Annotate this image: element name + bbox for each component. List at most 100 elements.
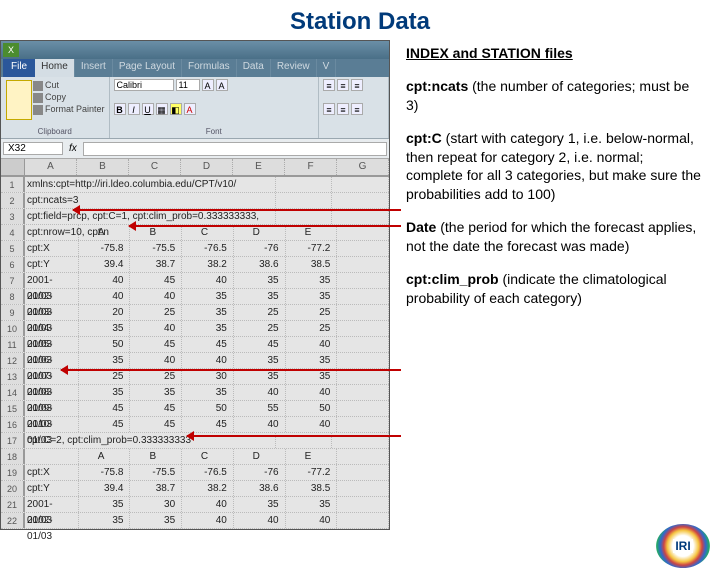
font-size-select[interactable]: 11 [176,79,200,91]
cell[interactable]: D [234,449,286,464]
tab-home[interactable]: Home [35,59,75,77]
cell[interactable]: 25 [234,321,286,336]
cell[interactable]: 20 [79,305,131,320]
cell[interactable]: 38.6 [234,481,286,496]
underline-button[interactable]: U [142,103,154,115]
cell[interactable]: 2005-01/03 [25,337,79,352]
cell[interactable]: 50 [286,401,338,416]
fontcolor-button[interactable]: A [184,103,196,115]
merged-cell[interactable]: cpt:ncats=3 [25,193,276,208]
cell[interactable]: 45 [130,273,182,288]
paste-button[interactable] [6,80,32,120]
cell[interactable]: 45 [234,337,286,352]
cut-button[interactable]: Cut [33,79,105,91]
col-d[interactable]: D [181,159,233,175]
row-header[interactable]: 21 [1,497,25,512]
cell[interactable]: 25 [286,321,338,336]
cell[interactable]: cpt:X [25,465,79,480]
cell[interactable] [25,225,79,240]
align-bot-button[interactable]: ≡ [351,79,363,91]
cell[interactable] [337,289,389,304]
col-e[interactable]: E [233,159,285,175]
cell[interactable]: 35 [79,385,131,400]
cell[interactable]: 50 [182,401,234,416]
cell[interactable]: E [286,225,338,240]
cell[interactable]: 40 [182,273,234,288]
cell[interactable] [337,305,389,320]
col-b[interactable]: B [77,159,129,175]
cell[interactable] [337,417,389,432]
cell[interactable] [337,273,389,288]
cell[interactable]: 40 [234,385,286,400]
border-button[interactable]: ▦ [156,103,168,115]
cell[interactable]: 2003-01/03 [25,305,79,320]
col-a[interactable]: A [25,159,77,175]
cell[interactable]: 45 [79,401,131,416]
row-header[interactable]: 8 [1,289,25,304]
cell[interactable] [337,353,389,368]
cell[interactable]: 38.7 [130,257,182,272]
cell[interactable] [276,193,333,208]
cell[interactable]: -76.5 [182,465,234,480]
cell[interactable] [337,337,389,352]
cell[interactable]: 35 [286,497,338,512]
cell[interactable]: 35 [234,497,286,512]
cell[interactable]: 40 [234,513,286,528]
tab-review[interactable]: Review [271,59,317,77]
cell[interactable]: A [79,449,131,464]
cell[interactable]: 35 [79,497,131,512]
row-header[interactable]: 17 [1,433,25,448]
cell[interactable]: -75.5 [130,241,182,256]
cell[interactable]: 38.2 [182,257,234,272]
cell[interactable]: 35 [130,513,182,528]
cell[interactable]: -75.8 [79,241,131,256]
row-header[interactable]: 12 [1,353,25,368]
row-header[interactable]: 4 [1,225,25,240]
fx-icon[interactable]: fx [69,143,77,154]
cell[interactable]: 2006-01/03 [25,353,79,368]
col-f[interactable]: F [285,159,337,175]
cell[interactable]: 35 [182,385,234,400]
cell[interactable]: 39.4 [79,481,131,496]
fill-button[interactable]: ◧ [170,103,182,115]
cell[interactable]: 40 [182,513,234,528]
tab-view[interactable]: V [317,59,337,77]
merged-cell[interactable]: xmlns:cpt=http://iri.ldeo.columbia.edu/C… [25,177,276,192]
cell[interactable]: 2002-01/03 [25,289,79,304]
cell[interactable]: 40 [286,417,338,432]
format-painter-button[interactable]: Format Painter [33,103,105,115]
cell[interactable]: 40 [286,337,338,352]
cell[interactable]: 25 [130,305,182,320]
cell[interactable] [332,177,389,192]
cell[interactable] [337,321,389,336]
cell[interactable]: 35 [234,353,286,368]
cell[interactable]: -75.5 [130,465,182,480]
cell[interactable]: cpt:X [25,241,79,256]
cell[interactable]: 39.4 [79,257,131,272]
cell[interactable]: 40 [79,289,131,304]
cell[interactable]: 38.5 [286,481,338,496]
cell[interactable]: 2009-01/03 [25,401,79,416]
cell[interactable]: E [286,449,338,464]
row-header[interactable]: 7 [1,273,25,288]
align-left-button[interactable]: ≡ [323,103,335,115]
merged-cell[interactable]: cpt:field=prcp, cpt:C=1, cpt:clim_prob=0… [25,209,276,224]
cell[interactable]: 35 [130,385,182,400]
col-g[interactable]: G [337,159,389,175]
row-header[interactable]: 16 [1,417,25,432]
cell[interactable] [332,209,389,224]
row-header[interactable]: 15 [1,401,25,416]
cell[interactable]: 40 [130,353,182,368]
grow-font-button[interactable]: A [202,79,214,91]
cell[interactable]: 35 [234,289,286,304]
cell[interactable]: 25 [79,369,131,384]
cell[interactable]: 45 [130,417,182,432]
cell[interactable]: 35 [234,273,286,288]
row-header[interactable]: 14 [1,385,25,400]
cell[interactable]: 35 [79,353,131,368]
row-header[interactable]: 1 [1,177,25,192]
cell[interactable]: 35 [79,321,131,336]
cell[interactable]: 2001-01/03 [25,273,79,288]
cell[interactable] [276,177,333,192]
cell[interactable]: 2004-01/03 [25,321,79,336]
